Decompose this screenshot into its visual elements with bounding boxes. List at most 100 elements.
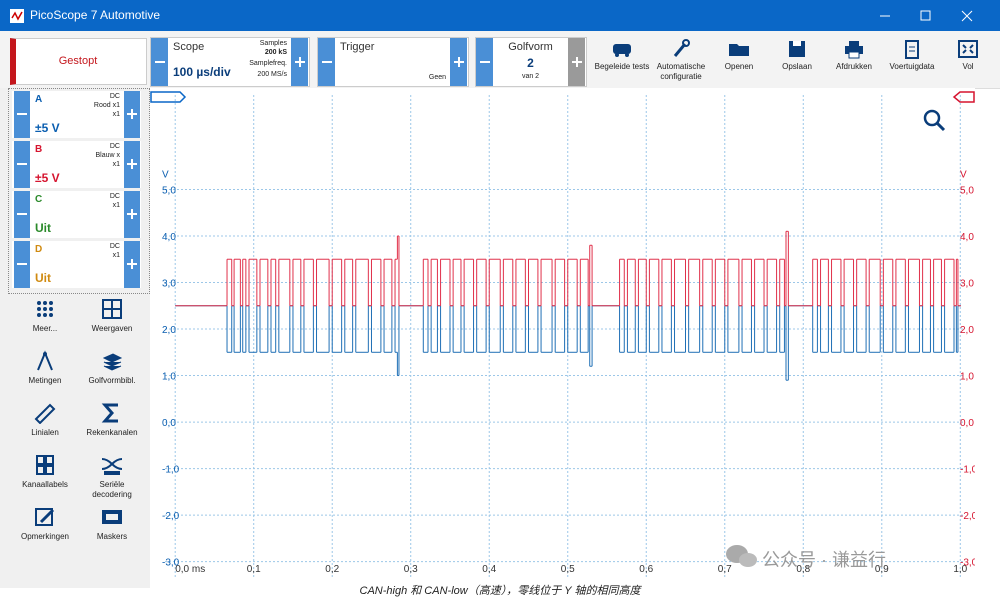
plus-button[interactable] <box>124 91 140 138</box>
x-tick-label: 0,8 <box>796 564 810 575</box>
icon <box>127 109 137 119</box>
toolbar-button-label: Voertuigdata <box>889 62 935 71</box>
tool-button[interactable]: Maskers <box>79 504 145 552</box>
window-title: PicoScope 7 Automotive <box>30 8 161 22</box>
x-tick-label: 0,6 <box>639 564 653 575</box>
plus-button[interactable] <box>291 38 308 86</box>
trigger-box: Trigger Geen <box>317 37 469 87</box>
samples-label: Samples <box>259 40 287 47</box>
channel-name: D <box>35 244 43 255</box>
y-tick-label: 4,0 <box>162 232 176 243</box>
plus-button[interactable] <box>568 38 585 86</box>
trigger-mode: Geen <box>428 74 446 81</box>
tool-button[interactable]: Weergaven <box>79 296 145 344</box>
title-bar: PicoScope 7 Automotive <box>0 0 1000 31</box>
plus-icon <box>571 57 582 67</box>
y2-tick-label: 2,0 <box>960 325 974 336</box>
traces <box>175 230 961 381</box>
channel-coupling: DC <box>109 143 120 150</box>
samplefreq-label: Samplefreq. <box>249 60 287 67</box>
watermark-text: 公众号 · 谦益行 <box>762 550 886 570</box>
tool-button[interactable]: Seriële decodering <box>79 452 145 500</box>
trigger-marker-left[interactable] <box>150 91 187 103</box>
waveform-index: 2 <box>527 56 534 70</box>
channel-probe: Blauw x <box>95 152 120 159</box>
toolbar-button-label: Vol <box>962 62 974 71</box>
channel-card[interactable]: B DC Blauw x x1 ±5 V <box>12 141 141 188</box>
window-controls[interactable] <box>870 8 990 24</box>
tool-label: Kanaallabels <box>22 480 68 489</box>
waveform-box: Golfvorm 2 van 2 <box>475 37 587 87</box>
channel-card[interactable]: C DC x1 Uit <box>12 191 141 238</box>
y-unit: V <box>162 169 169 180</box>
icon <box>905 40 919 59</box>
minus-button[interactable] <box>14 191 30 238</box>
toolbar-button[interactable]: Automatische configuratie <box>651 36 711 86</box>
channel-scale: x1 <box>112 111 120 118</box>
y2-tick-label: 0,0 <box>960 418 974 429</box>
trigger-title: Trigger <box>340 41 375 53</box>
icon <box>613 44 631 57</box>
y2-unit: V <box>960 169 967 180</box>
stop-button[interactable]: Gestopt <box>10 38 147 85</box>
channel-range: ±5 V <box>35 171 60 185</box>
y-tick-label: -3,0 <box>162 558 180 569</box>
samplefreq-value: 200 MS/s <box>257 71 287 78</box>
toolbar-button[interactable]: Begeleide tests <box>592 36 652 86</box>
tool-label: Golfvormbibl. <box>88 376 136 385</box>
tool-button[interactable]: Linialen <box>12 400 78 448</box>
toolbar-button[interactable]: Afdrukken <box>824 36 884 86</box>
tool-button[interactable]: Metingen <box>12 348 78 396</box>
x-tick-label: 0,5 <box>561 564 575 575</box>
toolbar-button[interactable]: Opslaan <box>767 36 827 86</box>
y-tick-label: -2,0 <box>162 511 180 522</box>
toolbar-button[interactable]: Voertuigdata <box>882 36 942 86</box>
tool-button[interactable]: Rekenkanalen <box>79 400 145 448</box>
toolbar-button-label: Opslaan <box>782 62 812 71</box>
icon <box>101 403 118 423</box>
y2-tick-label: -1,0 <box>960 465 975 476</box>
plus-button[interactable] <box>124 191 140 238</box>
minus-button[interactable] <box>14 141 30 188</box>
icon <box>127 159 137 169</box>
channel-coupling: DC <box>109 243 120 250</box>
icon <box>35 508 55 526</box>
minus-icon <box>321 61 332 63</box>
channel-card[interactable]: A DC Rood x1 x1 ±5 V <box>12 91 141 138</box>
minus-button[interactable] <box>476 38 493 86</box>
trigger-marker-right[interactable] <box>952 91 975 103</box>
tool-label: Opmerkingen <box>20 532 70 541</box>
tool-label: Meer... <box>32 324 58 333</box>
y2-tick-label: -3,0 <box>960 558 975 569</box>
minus-button[interactable] <box>318 38 335 86</box>
x-tick-label: 0,7 <box>718 564 732 575</box>
tool-button[interactable]: Meer... <box>12 296 78 344</box>
minus-button[interactable] <box>14 241 30 288</box>
minus-button[interactable] <box>151 38 168 86</box>
tool-button[interactable]: Opmerkingen <box>12 504 78 552</box>
minus-button[interactable] <box>14 91 30 138</box>
toolbar-button[interactable]: Openen <box>709 36 769 86</box>
channel-scale: x1 <box>112 252 120 259</box>
x-tick-label: 0,3 <box>404 564 418 575</box>
plus-button[interactable] <box>124 141 140 188</box>
plus-button[interactable] <box>450 38 467 86</box>
icon <box>17 113 27 115</box>
plus-button[interactable] <box>124 241 140 288</box>
channel-range: ±5 V <box>35 121 60 135</box>
channel-probe: Rood x1 <box>93 102 120 109</box>
channel-card[interactable]: D DC x1 Uit <box>12 241 141 288</box>
samples-value: 200 kS <box>264 49 287 56</box>
channel-name: A <box>35 94 43 105</box>
icon <box>102 353 123 371</box>
toolbar-button-label: Openen <box>724 62 754 71</box>
tool-button[interactable]: Golfvormbibl. <box>79 348 145 396</box>
channel-scale: x1 <box>112 202 120 209</box>
icon <box>37 350 53 371</box>
tool-button[interactable]: Kanaallabels <box>12 452 78 500</box>
toolbar-button-label: Automatische configuratie <box>656 62 706 81</box>
y-tick-label: 0,0 <box>162 418 176 429</box>
zoom-icon[interactable] <box>923 109 946 132</box>
toolbar-button[interactable]: Vol <box>938 36 998 86</box>
